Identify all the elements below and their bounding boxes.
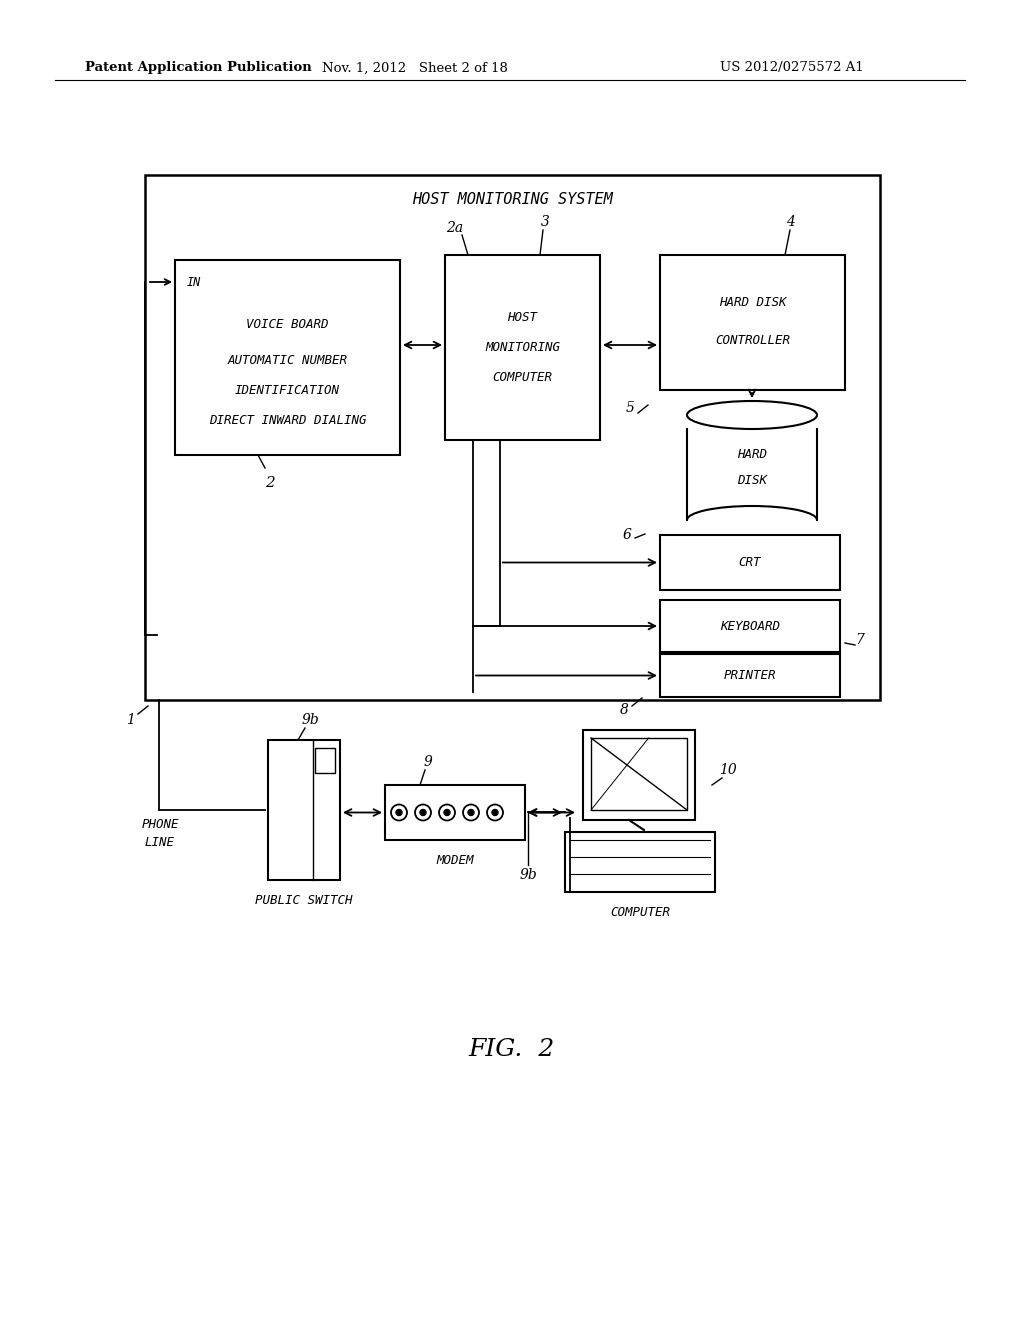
Text: 9b: 9b (519, 869, 537, 882)
Text: Patent Application Publication: Patent Application Publication (85, 62, 311, 74)
FancyBboxPatch shape (445, 255, 600, 440)
FancyBboxPatch shape (583, 730, 695, 820)
Text: 3: 3 (541, 215, 550, 228)
Text: 2: 2 (265, 477, 274, 490)
FancyBboxPatch shape (591, 738, 687, 810)
Text: MODEM: MODEM (436, 854, 474, 866)
Circle shape (468, 809, 474, 816)
FancyBboxPatch shape (660, 255, 845, 389)
FancyBboxPatch shape (565, 832, 715, 892)
Text: KEYBOARD: KEYBOARD (720, 619, 780, 632)
Text: MONITORING: MONITORING (485, 341, 560, 354)
Text: VOICE BOARD: VOICE BOARD (246, 318, 329, 331)
Text: PRINTER: PRINTER (724, 669, 776, 682)
Circle shape (396, 809, 402, 816)
Text: COMPUTER: COMPUTER (610, 906, 670, 919)
Text: PUBLIC SWITCH: PUBLIC SWITCH (255, 894, 352, 907)
Text: 6: 6 (623, 528, 632, 543)
FancyBboxPatch shape (660, 653, 840, 697)
Text: LINE: LINE (145, 837, 175, 850)
Text: PHONE: PHONE (141, 818, 179, 832)
Circle shape (420, 809, 426, 816)
Text: 9: 9 (424, 755, 432, 770)
Text: 2a: 2a (446, 220, 464, 235)
Text: HARD DISK: HARD DISK (719, 296, 786, 309)
FancyBboxPatch shape (660, 535, 840, 590)
Text: COMPUTER: COMPUTER (493, 371, 553, 384)
Text: 1: 1 (126, 713, 134, 727)
Text: DISK: DISK (737, 474, 767, 487)
Text: 10: 10 (719, 763, 737, 777)
Text: 7: 7 (856, 634, 864, 647)
Text: US 2012/0275572 A1: US 2012/0275572 A1 (720, 62, 864, 74)
Ellipse shape (687, 401, 817, 429)
Text: 5: 5 (626, 401, 635, 414)
Text: DIRECT INWARD DIALING: DIRECT INWARD DIALING (209, 413, 367, 426)
FancyBboxPatch shape (175, 260, 400, 455)
Text: IN: IN (187, 276, 202, 289)
Text: 9b: 9b (301, 713, 318, 727)
Text: 8: 8 (620, 704, 629, 717)
Text: HARD: HARD (737, 449, 767, 462)
FancyBboxPatch shape (268, 741, 340, 880)
Text: FIG.  2: FIG. 2 (469, 1039, 555, 1061)
FancyBboxPatch shape (385, 785, 525, 840)
Text: IDENTIFICATION: IDENTIFICATION (234, 384, 340, 396)
Circle shape (492, 809, 498, 816)
Text: Nov. 1, 2012   Sheet 2 of 18: Nov. 1, 2012 Sheet 2 of 18 (323, 62, 508, 74)
Text: 4: 4 (785, 215, 795, 228)
Circle shape (444, 809, 450, 816)
FancyBboxPatch shape (314, 748, 335, 774)
Text: HOST MONITORING SYSTEM: HOST MONITORING SYSTEM (412, 193, 612, 207)
FancyBboxPatch shape (660, 601, 840, 652)
FancyBboxPatch shape (145, 176, 880, 700)
Text: CONTROLLER: CONTROLLER (715, 334, 790, 347)
Text: CRT: CRT (738, 556, 761, 569)
Text: HOST: HOST (508, 312, 538, 323)
Text: AUTOMATIC NUMBER: AUTOMATIC NUMBER (227, 354, 347, 367)
